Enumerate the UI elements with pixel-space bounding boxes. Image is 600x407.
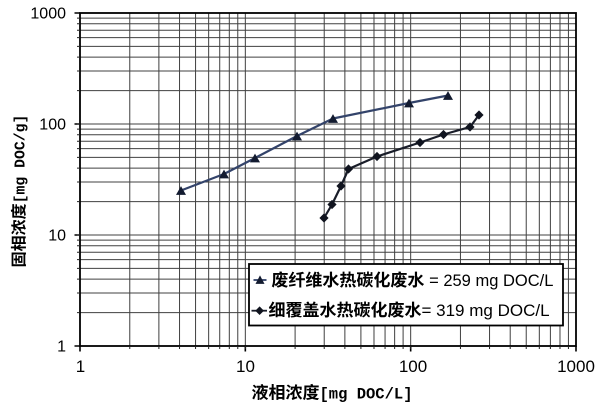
svg-text:10: 10 [236,357,255,376]
svg-text:10: 10 [48,228,66,245]
svg-text:1: 1 [76,357,85,376]
svg-text:1: 1 [57,339,66,356]
svg-text:= 319 mg DOC/L: = 319 mg DOC/L [422,301,550,320]
svg-text:1000: 1000 [557,357,595,376]
svg-text:[mg DOC/L]: [mg DOC/L] [320,386,413,404]
svg-text:1000: 1000 [30,6,66,23]
svg-text:100: 100 [39,117,66,134]
svg-text:= 259 mg DOC/L: = 259 mg DOC/L [429,272,553,290]
svg-text:100: 100 [399,357,427,376]
svg-text:[mg DOC/g]: [mg DOC/g] [14,115,30,204]
